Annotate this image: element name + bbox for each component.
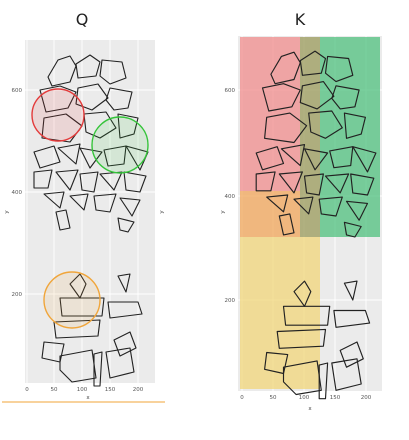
y-tick: 200 xyxy=(12,292,23,298)
x-tick: 100 xyxy=(299,395,310,401)
plot-area-q xyxy=(25,40,155,383)
y-tick: 400 xyxy=(225,194,236,200)
x-tick: 150 xyxy=(105,387,116,393)
region-orange xyxy=(240,191,300,237)
cluster-circle-orange xyxy=(43,271,101,329)
x-tick: 50 xyxy=(270,395,277,401)
x-ticks-q: 0 50 100 150 200 xyxy=(25,387,143,393)
y-ticks-q: 600 400 200 xyxy=(12,88,23,298)
region-red xyxy=(240,37,300,191)
y-tick: 400 xyxy=(12,190,23,196)
panel-k: K 0 50 100 150 200 xyxy=(220,10,382,412)
y-ticks-k: 600 400 200 xyxy=(225,88,236,304)
gridlines-q xyxy=(25,40,155,383)
y-tick: 600 xyxy=(225,88,236,94)
x-tick: 200 xyxy=(133,387,144,393)
x-tick: 200 xyxy=(361,395,372,401)
x-tick: 0 xyxy=(25,387,29,393)
cluster-circle-green xyxy=(91,116,149,174)
x-tick: 100 xyxy=(77,387,88,393)
x-tick: 150 xyxy=(330,395,341,401)
region-olive xyxy=(300,37,320,237)
x-tick: 0 xyxy=(240,395,244,401)
y-axis-label-q-right: y xyxy=(159,210,165,214)
y-axis-label-q: y xyxy=(4,210,10,214)
x-ticks-k: 0 50 100 150 200 xyxy=(240,395,371,401)
x-axis-label-k: x xyxy=(308,406,312,412)
y-tick: 600 xyxy=(12,88,23,94)
x-tick: 50 xyxy=(51,387,58,393)
panel-title-q: Q xyxy=(76,10,89,29)
region-yellow xyxy=(240,237,320,389)
y-axis-label-k: y xyxy=(220,210,226,214)
x-axis-label-q: x xyxy=(86,395,90,401)
y-tick: 200 xyxy=(225,298,236,304)
panel-q: Q 0 50 100 150 200 600 400 200 xyxy=(2,10,165,403)
cluster-circle-red xyxy=(31,88,85,142)
panel-title-k: K xyxy=(295,10,306,29)
